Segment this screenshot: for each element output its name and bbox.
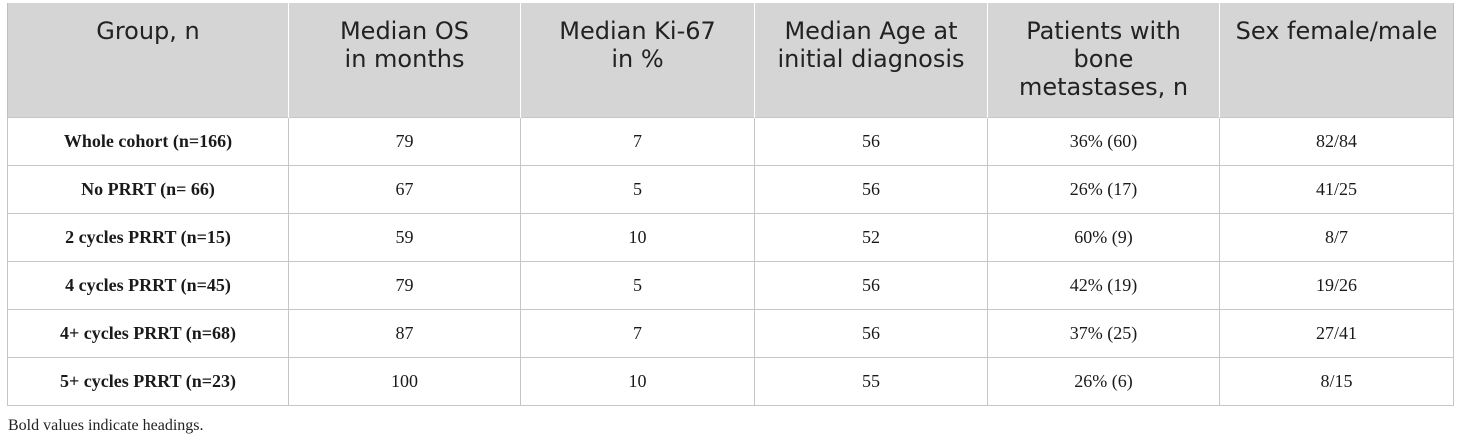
cell-median-ki67: 5 [520, 164, 755, 214]
header-group: Group, n [7, 3, 289, 117]
cell-sex: 19/26 [1219, 260, 1454, 310]
header-median-os: Median OS in months [288, 3, 521, 117]
table-footnote: Bold values indicate headings. [8, 417, 204, 434]
cell-median-os: 67 [288, 164, 521, 214]
cell-sex: 8/15 [1219, 356, 1454, 406]
cell-sex: 8/7 [1219, 212, 1454, 262]
cell-median-age: 52 [754, 212, 988, 262]
cell-median-ki67: 7 [520, 116, 755, 166]
cell-median-ki67: 7 [520, 308, 755, 358]
row-label: 2 cycles PRRT (n=15) [7, 212, 289, 262]
header-median-age: Median Age at initial diagnosis [754, 3, 988, 117]
table-row: Whole cohort (n=166) 79 7 56 36% (60) 82… [7, 116, 1454, 166]
table-row: 5+ cycles PRRT (n=23) 100 10 55 26% (6) … [7, 356, 1454, 406]
row-label: Whole cohort (n=166) [7, 116, 289, 166]
cell-median-ki67: 5 [520, 260, 755, 310]
header-sex: Sex female/male [1219, 3, 1454, 117]
cell-median-os: 59 [288, 212, 521, 262]
header-row: Group, n Median OS in months Median Ki-6… [7, 3, 1454, 117]
cell-median-age: 56 [754, 308, 988, 358]
cell-median-os: 79 [288, 260, 521, 310]
header-median-ki67: Median Ki-67 in % [520, 3, 755, 117]
table-header: Group, n Median OS in months Median Ki-6… [7, 3, 1454, 117]
cell-median-age: 55 [754, 356, 988, 406]
row-label: No PRRT (n= 66) [7, 164, 289, 214]
cell-median-ki67: 10 [520, 212, 755, 262]
row-label: 5+ cycles PRRT (n=23) [7, 356, 289, 406]
header-bone-metastases: Patients with bone metastases, n [987, 3, 1220, 117]
cell-bone-metastases: 36% (60) [987, 116, 1220, 166]
cell-bone-metastases: 60% (9) [987, 212, 1220, 262]
row-label: 4 cycles PRRT (n=45) [7, 260, 289, 310]
cell-sex: 41/25 [1219, 164, 1454, 214]
table-row: 4+ cycles PRRT (n=68) 87 7 56 37% (25) 2… [7, 308, 1454, 358]
table-body: Whole cohort (n=166) 79 7 56 36% (60) 82… [7, 116, 1454, 406]
cell-bone-metastases: 26% (6) [987, 356, 1220, 406]
cell-median-age: 56 [754, 260, 988, 310]
table-row: 4 cycles PRRT (n=45) 79 5 56 42% (19) 19… [7, 260, 1454, 310]
cell-median-os: 87 [288, 308, 521, 358]
data-table: Group, n Median OS in months Median Ki-6… [7, 3, 1454, 406]
cell-median-age: 56 [754, 116, 988, 166]
table-row: 2 cycles PRRT (n=15) 59 10 52 60% (9) 8/… [7, 212, 1454, 262]
cell-sex: 82/84 [1219, 116, 1454, 166]
cell-median-os: 100 [288, 356, 521, 406]
row-label: 4+ cycles PRRT (n=68) [7, 308, 289, 358]
cell-median-age: 56 [754, 164, 988, 214]
cell-median-ki67: 10 [520, 356, 755, 406]
cell-bone-metastases: 42% (19) [987, 260, 1220, 310]
table-row: No PRRT (n= 66) 67 5 56 26% (17) 41/25 [7, 164, 1454, 214]
cell-median-os: 79 [288, 116, 521, 166]
cell-bone-metastases: 37% (25) [987, 308, 1220, 358]
cell-sex: 27/41 [1219, 308, 1454, 358]
cell-bone-metastases: 26% (17) [987, 164, 1220, 214]
